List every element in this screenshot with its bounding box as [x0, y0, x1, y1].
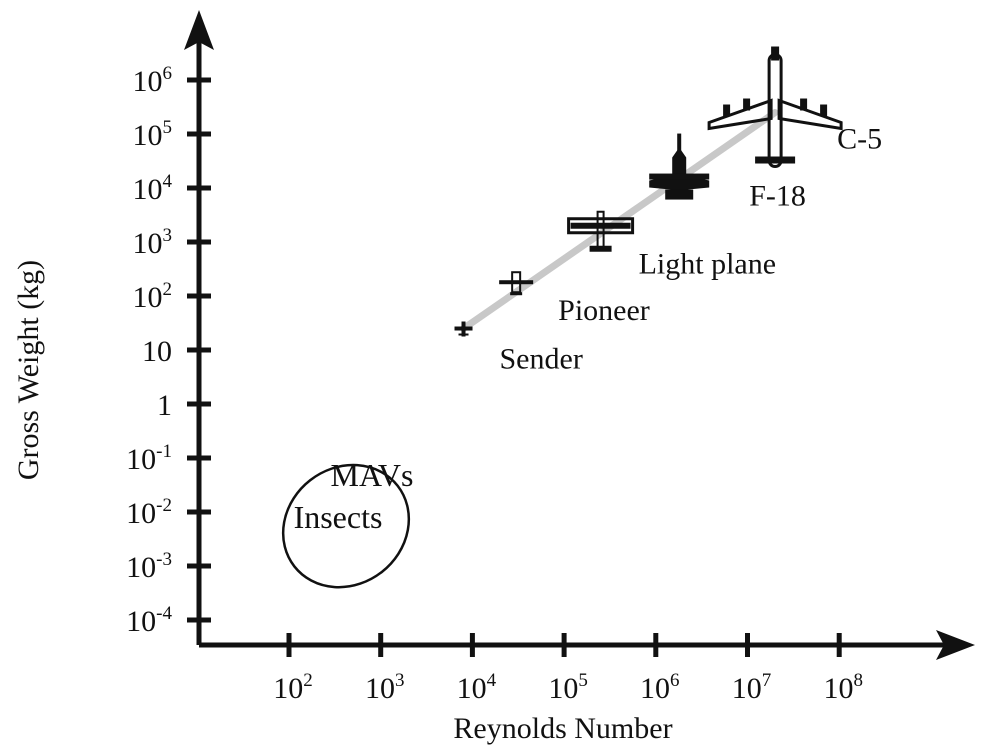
y-tick-label: 10-3: [126, 549, 172, 584]
y-tick-label: 10-2: [126, 495, 172, 530]
data-point-c-5: C-5: [707, 45, 882, 169]
mav-insects-ellipse: [281, 463, 411, 589]
x-tick-label: 106: [640, 670, 680, 705]
y-tick-label: 1: [157, 389, 172, 422]
y-tick-label: 10-4: [126, 603, 172, 638]
y-axis-arrowhead: [184, 10, 214, 50]
y-tick-label: 106: [133, 63, 173, 98]
data-point-sender: Sender: [454, 321, 583, 376]
x-tick-label: 103: [365, 670, 405, 705]
x-tick-label: 102: [273, 670, 313, 705]
x-ticks: 102 103 104 105 106 107 108: [273, 633, 863, 705]
x-axis: [199, 630, 975, 660]
x-tick-label: 104: [457, 670, 497, 705]
y-axis: [184, 10, 214, 645]
y-tick-label: 10: [142, 335, 172, 368]
region-label-insects: Insects: [294, 499, 383, 535]
x-tick-label: 107: [732, 670, 772, 705]
y-tick-label: 105: [133, 117, 173, 152]
aircraft-points: Sender Pioneer Light plane F-18 C-5: [454, 45, 882, 376]
point-label: Light plane: [639, 248, 776, 281]
y-tick-label: 103: [133, 225, 173, 260]
data-point-f-18: F-18: [649, 133, 806, 213]
point-label: C-5: [837, 123, 882, 156]
point-label: F-18: [749, 180, 806, 213]
y-axis-title: Gross Weight (kg): [12, 260, 45, 480]
point-label: Pioneer: [558, 294, 650, 327]
point-label: Sender: [500, 343, 583, 376]
y-tick-label: 10-1: [126, 441, 172, 476]
region-label-mavs: MAVs: [330, 457, 413, 493]
x-tick-label: 108: [823, 670, 863, 705]
data-point-pioneer: Pioneer: [498, 271, 650, 327]
x-tick-label: 105: [548, 670, 588, 705]
y-ticks: 10-4 10-3 10-2 10-1 1 10 102 103 104 105 106: [126, 63, 211, 638]
x-axis-arrowhead: [936, 630, 975, 660]
mav-insects-region: MAVs Insects: [281, 457, 413, 589]
pioneer-uav-icon: [498, 271, 535, 297]
y-tick-label: 102: [133, 279, 173, 314]
x-axis-title: Reynolds Number: [453, 712, 672, 745]
data-point-light-plane: Light plane: [567, 210, 776, 281]
y-tick-label: 104: [133, 171, 173, 206]
